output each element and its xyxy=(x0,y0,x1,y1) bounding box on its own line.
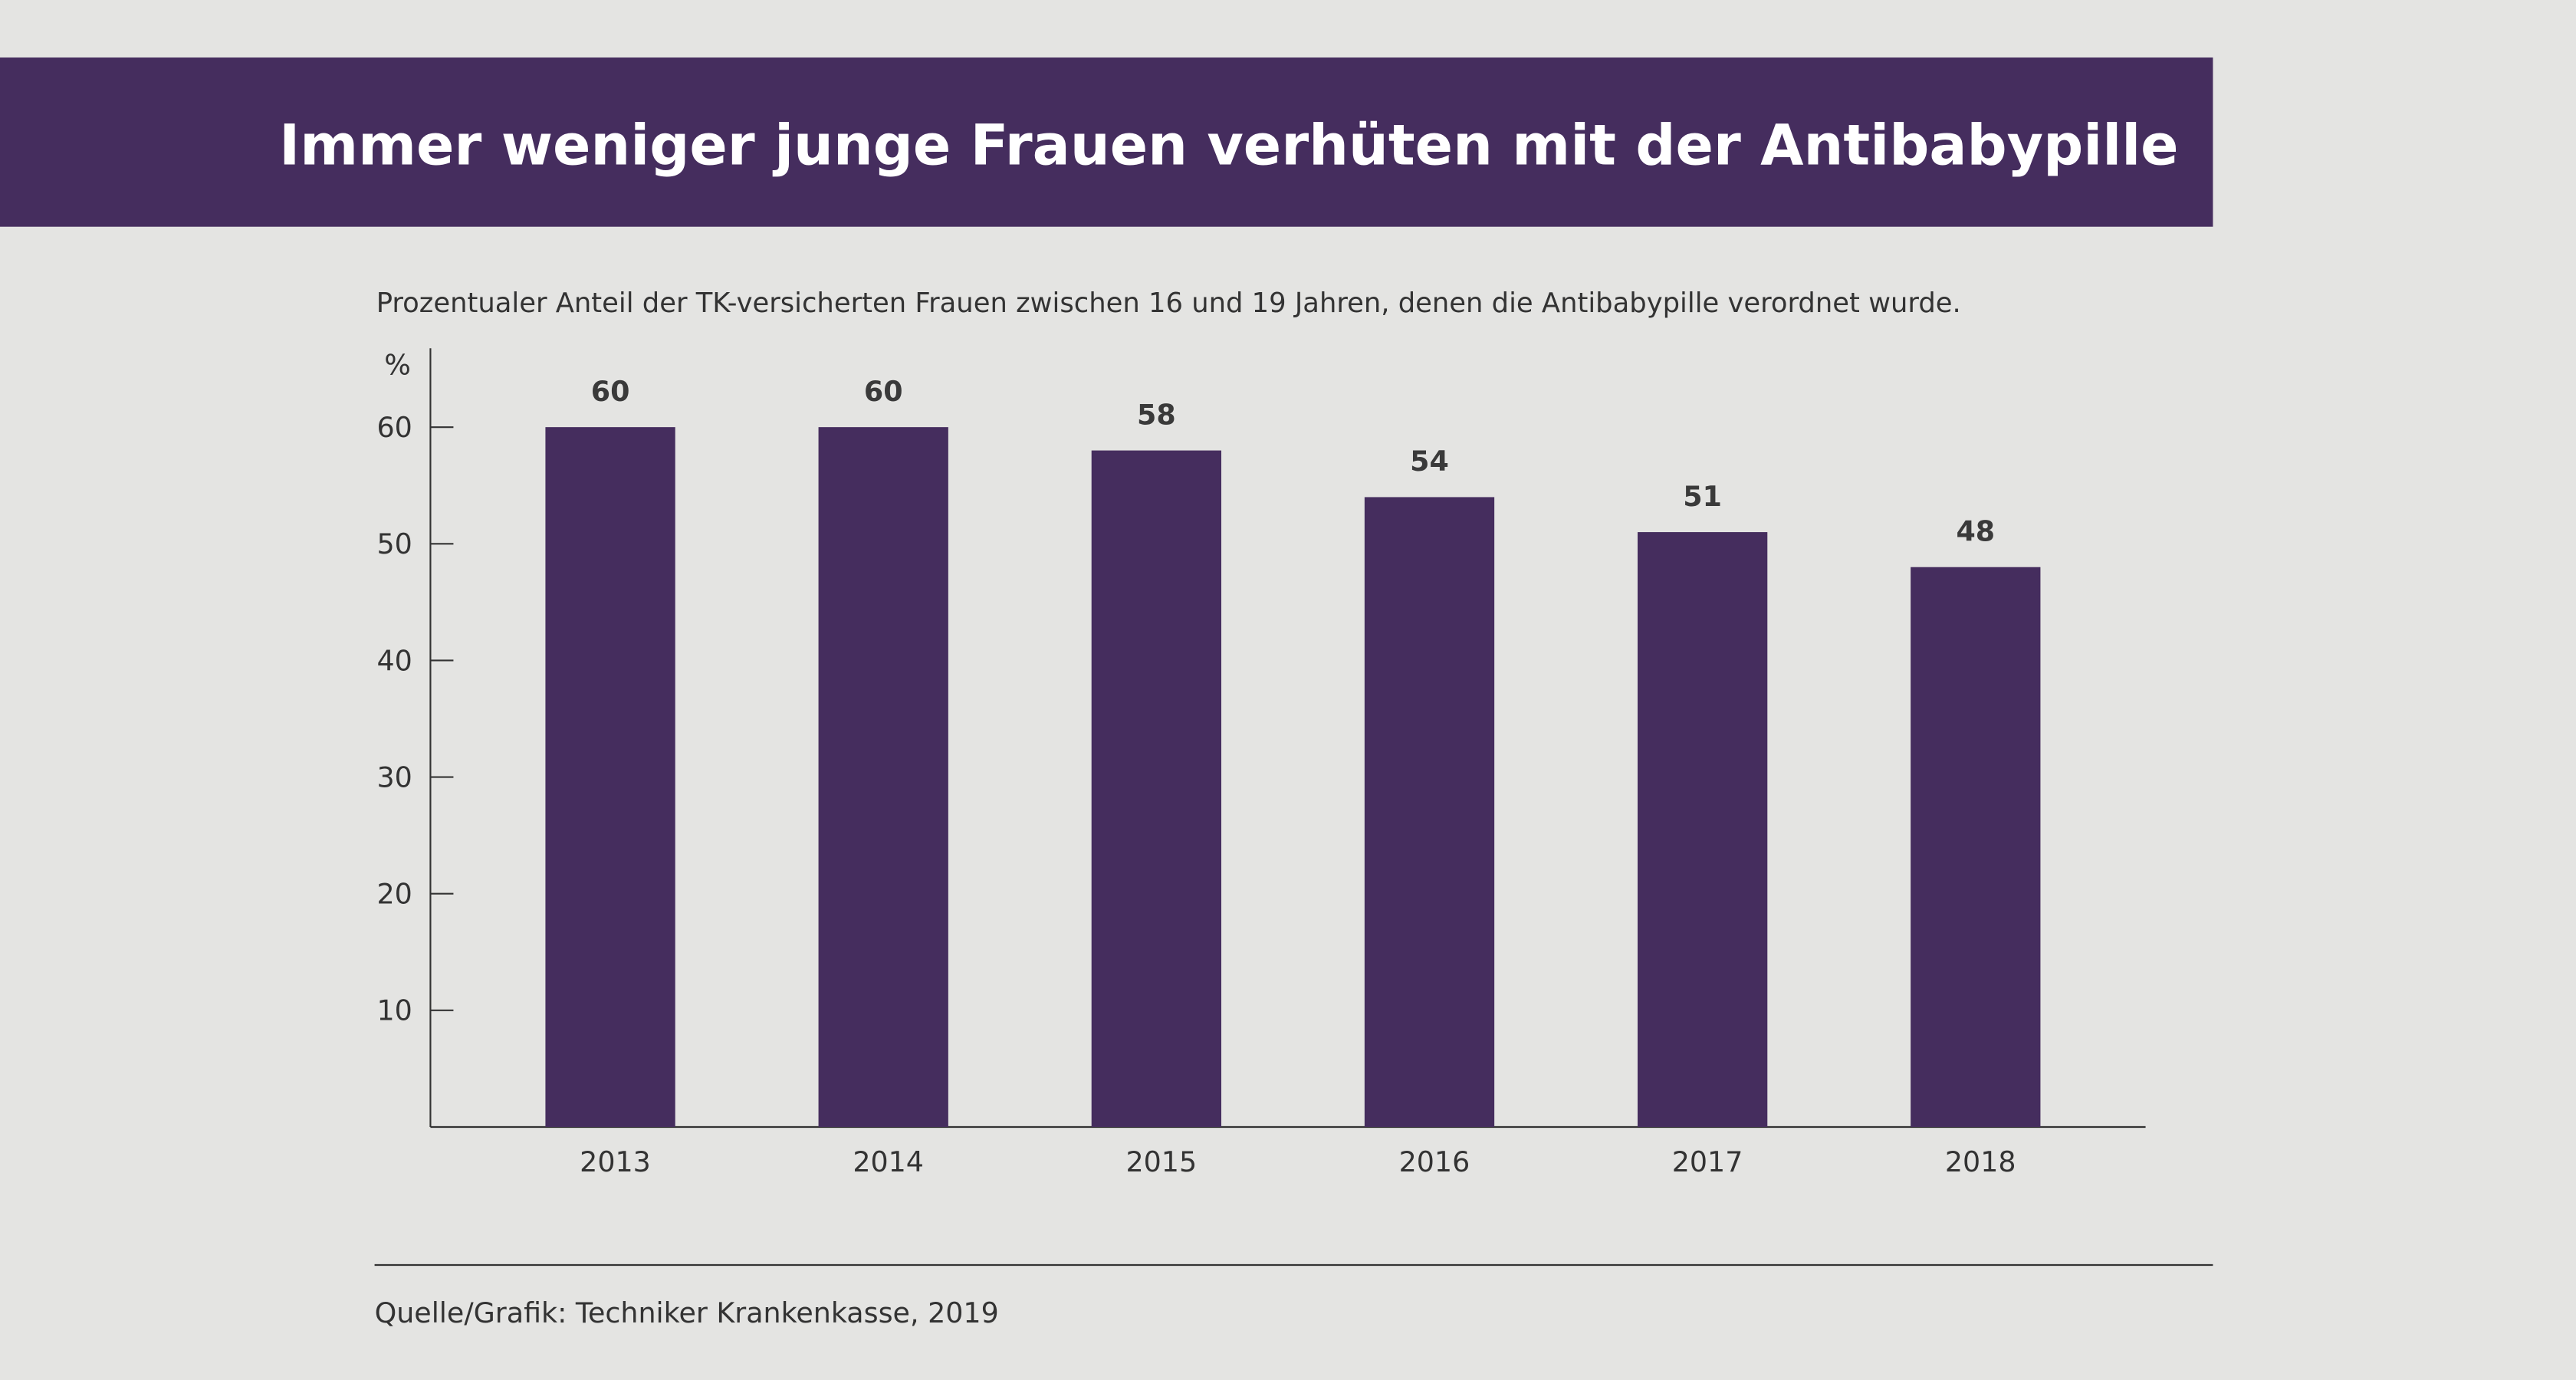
bar-2014 xyxy=(818,427,948,1127)
x-tick-label: 2016 xyxy=(1399,1145,1470,1178)
data-label: 48 xyxy=(1956,514,1995,547)
bar-2018 xyxy=(1911,567,2041,1127)
x-tick-label: 2018 xyxy=(1945,1145,2016,1178)
data-label: 60 xyxy=(864,375,903,408)
bar-2016 xyxy=(1364,497,1495,1127)
y-tick-label: 60 xyxy=(377,411,412,444)
x-tick-label: 2017 xyxy=(1672,1145,1743,1178)
data-label: 60 xyxy=(591,375,630,408)
bar-2015 xyxy=(1091,450,1221,1127)
x-tick-label: 2015 xyxy=(1125,1145,1197,1178)
chart-subtitle: Prozentualer Anteil der TK-versicherten … xyxy=(376,288,1961,319)
data-label: 58 xyxy=(1137,398,1176,431)
y-axis-label: % xyxy=(384,349,411,382)
title-banner xyxy=(0,58,2213,227)
data-label: 51 xyxy=(1683,480,1722,513)
bar-2017 xyxy=(1638,532,1768,1127)
y-tick-label: 10 xyxy=(377,994,412,1027)
chart-title: Immer weniger junge Frauen verhüten mit … xyxy=(279,113,2178,178)
source-text: Quelle/Grafik: Techniker Krankenkasse, 2… xyxy=(375,1296,999,1329)
y-tick-label: 20 xyxy=(377,878,412,911)
y-tick-label: 30 xyxy=(377,761,412,794)
x-tick-label: 2014 xyxy=(853,1145,924,1178)
y-tick-label: 40 xyxy=(377,644,412,677)
data-label: 54 xyxy=(1410,445,1449,478)
y-tick-label: 50 xyxy=(377,527,412,560)
bar-2013 xyxy=(545,427,675,1127)
x-tick-label: 2013 xyxy=(580,1145,651,1178)
